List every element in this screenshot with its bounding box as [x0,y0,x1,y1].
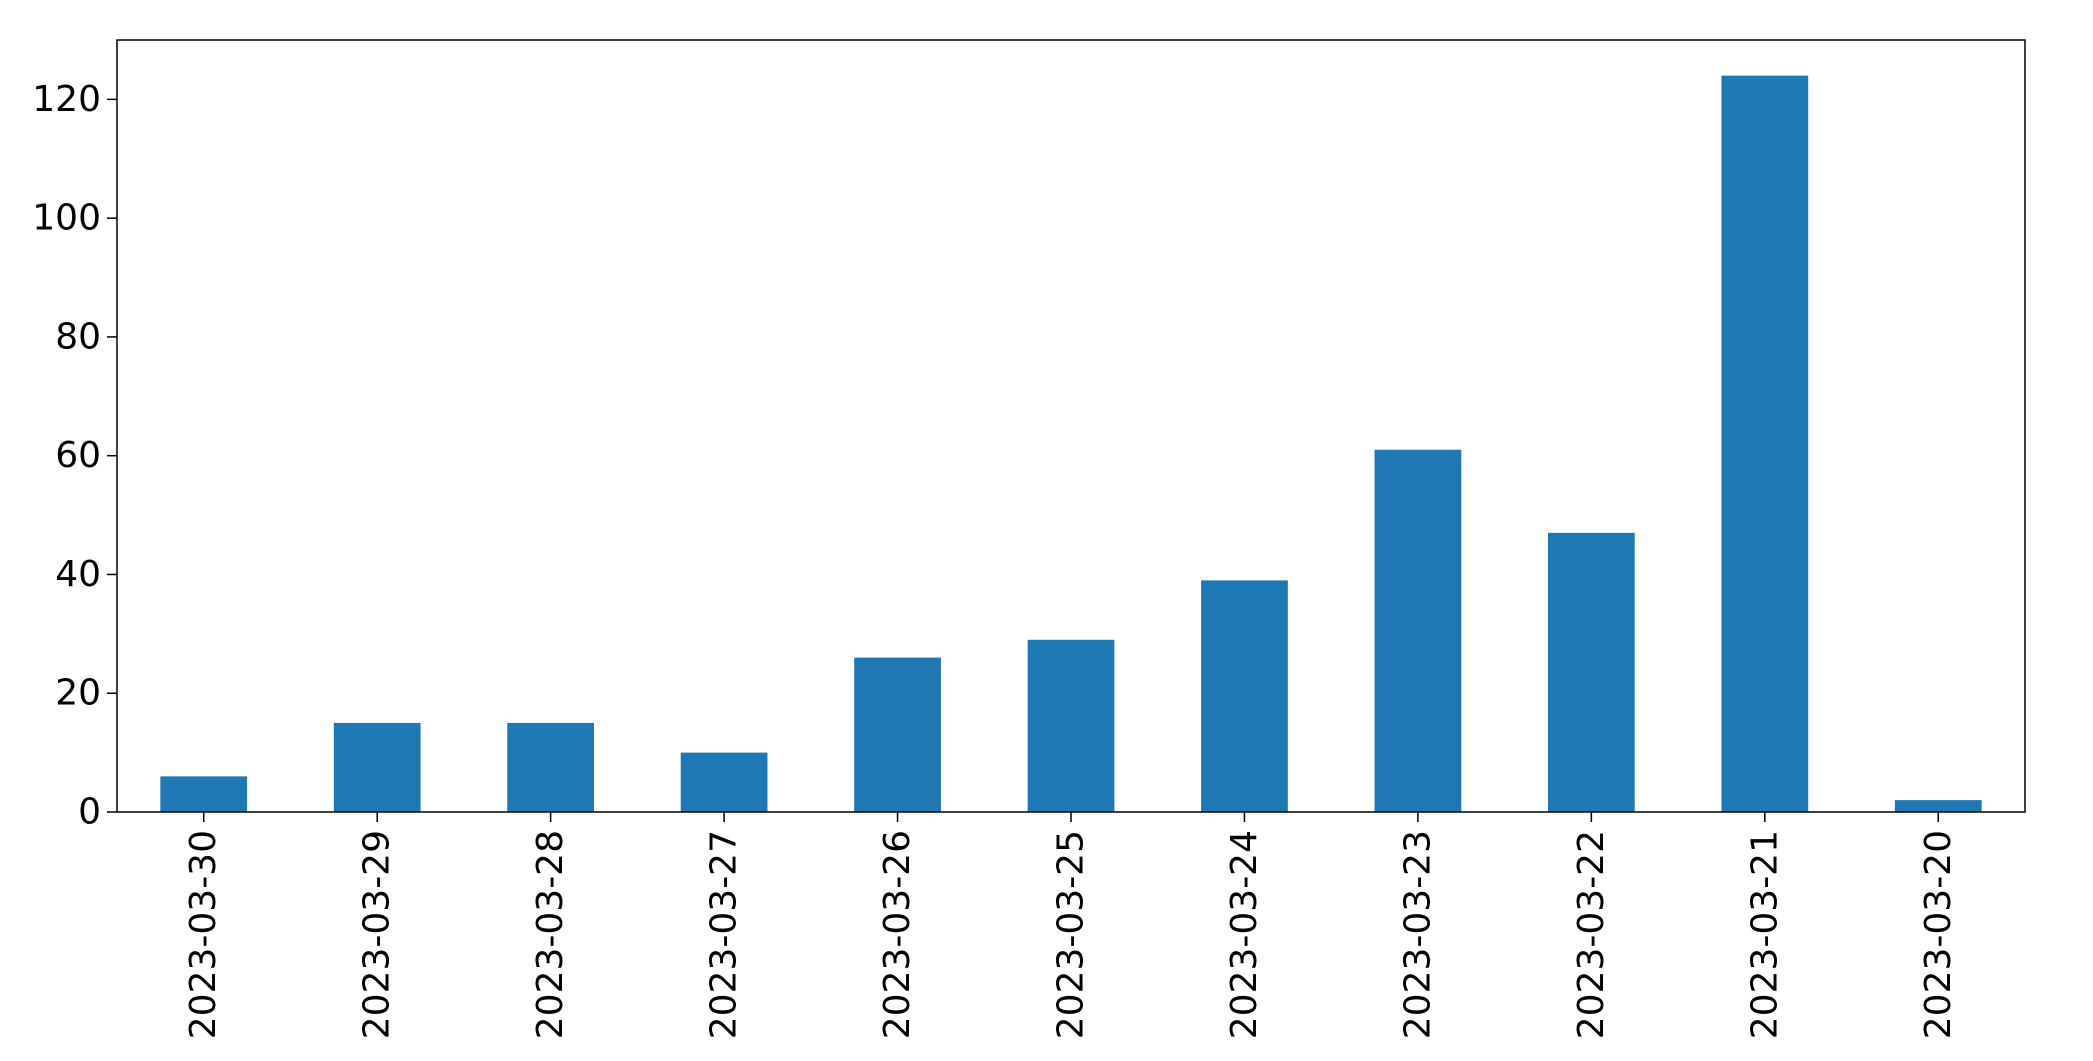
bar-2023-03-21 [1721,75,1809,812]
bar-2023-03-24 [1201,580,1288,812]
y-tick-label: 0 [78,792,101,833]
y-tick-label: 80 [55,316,101,357]
x-tick-label: 2023-03-26 [877,830,918,1039]
bar-2023-03-28 [507,722,594,812]
y-tick-label: 100 [32,198,101,239]
bar-2023-03-27 [680,752,768,812]
x-tick-label: 2023-03-25 [1051,830,1092,1039]
plot-frame [116,39,2026,813]
x-tick-label: 2023-03-21 [1744,830,1785,1039]
x-tick-label: 2023-03-24 [1224,830,1265,1039]
y-tick-label: 60 [55,435,101,476]
y-tick-label: 20 [55,673,101,714]
x-axis: 2023-03-30 2023-03-29 2023-03-28 2023-03-27… [183,812,1959,1039]
x-tick-label: 2023-03-30 [183,830,224,1039]
x-tick-label: 2023-03-29 [357,830,398,1039]
bar-2023-03-23 [1374,449,1462,812]
bar-2023-03-30 [160,776,248,812]
bars-layer [160,75,1982,812]
bar-2023-03-22 [1548,532,1635,812]
bar-2023-03-29 [333,722,421,812]
bar-2023-03-26 [854,657,941,812]
x-tick-label: 2023-03-20 [1918,830,1959,1039]
y-axis: 0 20 40 60 80 100 120 [32,79,117,833]
x-tick-label: 2023-03-23 [1397,830,1438,1039]
y-tick-label: 40 [55,554,101,595]
bar-2023-03-25 [1027,639,1115,812]
y-tick-label: 120 [32,79,101,120]
x-tick-label: 2023-03-22 [1571,830,1612,1039]
x-tick-label: 2023-03-27 [704,830,745,1039]
x-tick-label: 2023-03-28 [530,830,571,1039]
bar-2023-03-20 [1894,800,1982,812]
